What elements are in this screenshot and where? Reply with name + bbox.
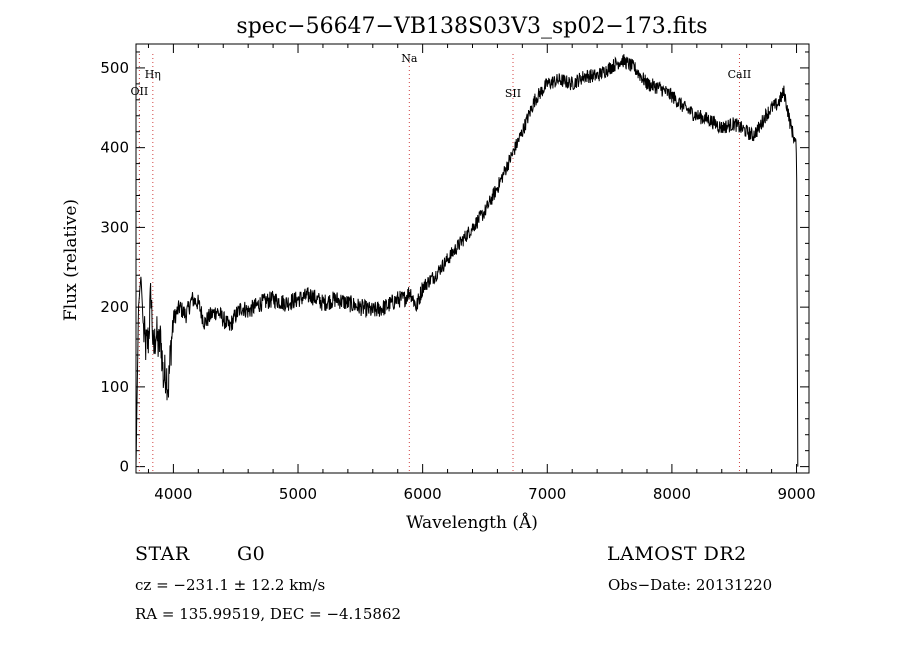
x-tick-label: 4000	[154, 485, 192, 503]
spectral-line-label: OII	[131, 85, 149, 98]
x-tick-label: 6000	[404, 485, 442, 503]
y-axis-label: Flux (relative)	[61, 199, 81, 321]
object-subclass: G0	[237, 543, 266, 565]
spectral-line-label: Na	[401, 52, 418, 65]
observation-date: Obs−Date: 20131220	[608, 576, 773, 594]
plot-frame	[135, 43, 810, 474]
y-tick-label: 200	[100, 298, 129, 316]
y-tick-label: 300	[100, 218, 129, 236]
chart-title: spec−56647−VB138S03V3_sp02−173.fits	[236, 14, 707, 39]
object-class: STAR	[135, 543, 190, 565]
ra-dec: RA = 135.99519, DEC = −4.15862	[135, 605, 402, 623]
y-tick-label: 400	[100, 139, 129, 157]
survey-name: LAMOST DR2	[607, 543, 747, 565]
redshift-cz: cz = −231.1 ± 12.2 km/s	[135, 576, 326, 594]
spectral-line-label: CaII	[728, 68, 752, 81]
y-tick-label: 100	[100, 378, 129, 396]
x-axis-label: Wavelength (Å)	[406, 512, 538, 533]
x-tick-label: 9000	[777, 485, 815, 503]
spectral-line-label: SII	[505, 87, 521, 100]
x-tick-label: 7000	[528, 485, 566, 503]
y-tick-label: 500	[100, 59, 129, 77]
x-tick-label: 5000	[279, 485, 317, 503]
spectrum-line	[135, 54, 799, 467]
y-tick-label: 0	[119, 458, 129, 476]
spectral-line-label: Hη	[145, 68, 161, 81]
x-tick-label: 8000	[653, 485, 691, 503]
